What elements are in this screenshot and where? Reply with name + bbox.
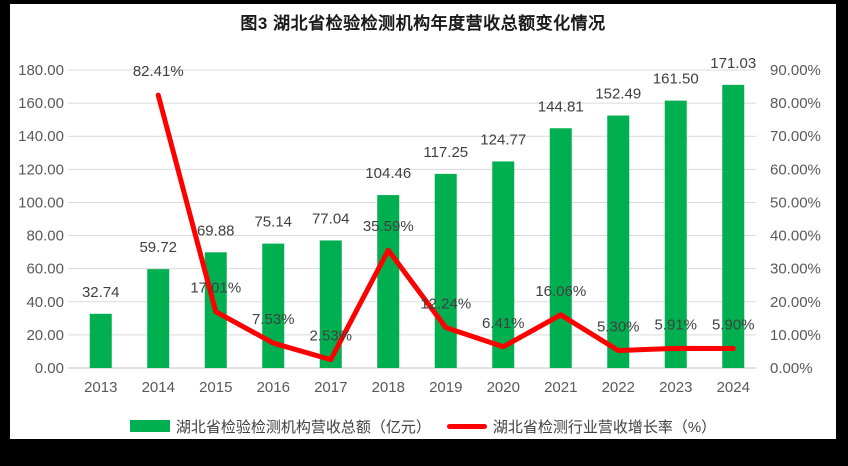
x-axis-tick-label: 2021 [544,379,577,396]
y-axis-left-tick-label: 140.00 [18,128,64,145]
revenue-bar [549,128,572,368]
bar-value-label: 32.74 [82,284,120,301]
chart-canvas: 图3 湖北省检验检测机构年度营收总额变化情况 0.00 0.00% 20.00 10.… [10,4,836,439]
bar-value-label: 69.88 [197,222,235,239]
y-axis-left-tick-label: 100.00 [18,194,64,211]
y-axis-right-tick-label: 50.00% [770,194,821,211]
growth-value-label: 6.41% [482,315,525,332]
x-axis-tick-label: 2019 [429,379,462,396]
growth-value-label: 5.91% [654,316,697,333]
growth-value-label: 5.90% [712,316,755,333]
revenue-bar [607,115,630,368]
x-axis-tick-label: 2023 [659,379,692,396]
growth-value-label: 82.41% [133,63,184,80]
bar-value-label: 77.04 [312,210,350,227]
legend-item-growth: 湖北省检测行业营收增长率（%） [446,416,717,437]
y-axis-left-tick-label: 160.00 [18,95,64,112]
legend-line-swatch [446,423,487,429]
revenue-bar [434,173,457,368]
x-axis-tick-label: 2024 [717,379,750,396]
bar-value-label: 152.49 [595,86,641,103]
legend-item-revenue: 湖北省检验检测机构营收总额（亿元） [129,416,431,437]
y-axis-right-tick-label: 10.00% [770,327,821,344]
growth-value-label: 35.59% [363,218,414,235]
bar-value-label: 144.81 [538,98,584,115]
y-axis-left-tick-label: 120.00 [18,161,64,178]
legend-label-revenue: 湖北省检验检测机构营收总额（亿元） [175,418,431,436]
y-axis-left-tick-label: 80.00 [26,228,64,245]
growth-value-label: 12.24% [420,295,471,312]
revenue-bar [377,195,400,368]
growth-value-label: 16.06% [535,283,586,300]
x-axis-tick-label: 2017 [314,379,347,396]
y-axis-right-tick-label: 30.00% [770,261,821,278]
bar-value-label: 104.46 [365,165,411,182]
legend-bar-swatch [129,420,170,432]
y-axis-left-tick-label: 40.00 [26,294,64,311]
x-axis-tick-label: 2018 [372,379,405,396]
revenue-bar [262,243,285,368]
bar-value-label: 75.14 [254,214,292,231]
growth-line [155,92,736,363]
y-axis-left-tick-label: 0.00 [35,360,64,377]
y-axis-right-tick-label: 70.00% [770,128,821,145]
y-axis-right-tick-label: 80.00% [770,95,821,112]
revenue-bar [664,100,687,368]
y-axis-right-tick-label: 60.00% [770,161,821,178]
bar-value-label: 124.77 [480,131,526,148]
combo-chart: 0.00 0.00% 20.00 10.00% 40.00 20.00% 60.00 30.0… [18,55,821,396]
revenue-bar [147,269,170,368]
x-axis-tick-label: 2014 [142,379,175,396]
bar-value-label: 117.25 [423,144,468,161]
revenue-bar [319,240,342,368]
x-axis-tick-label: 2015 [199,379,232,396]
y-axis-left-tick-label: 60.00 [26,261,64,278]
bar-value-label: 171.03 [710,55,756,72]
y-axis-right-tick-label: 20.00% [770,294,821,311]
x-axis-tick-label: 2013 [84,379,117,396]
chart-legend: 湖北省检验检测机构营收总额（亿元） 湖北省检测行业营收增长率（%） [10,414,836,438]
revenue-bar [89,313,112,368]
y-axis-left-tick-label: 20.00 [26,327,64,344]
growth-value-label: 2.53% [309,328,352,345]
y-axis-right-tick-label: 40.00% [770,228,821,245]
y-axis-right-tick-label: 90.00% [770,62,821,79]
growth-value-label: 17.01% [190,280,241,297]
growth-value-label: 7.53% [252,311,295,328]
x-axis-tick-label: 2020 [487,379,520,396]
bar-value-label: 59.72 [139,239,177,256]
y-axis-left-tick-label: 180.00 [18,62,64,79]
chart-title: 图3 湖北省检验检测机构年度营收总额变化情况 [240,14,606,33]
growth-value-label: 5.30% [597,318,640,335]
bar-value-label: 161.50 [653,71,699,88]
x-axis-tick-label: 2016 [257,379,290,396]
x-axis-tick-label: 2022 [602,379,635,396]
revenue-bar [492,161,515,368]
y-axis-right-tick-label: 0.00% [770,360,813,377]
legend-label-growth: 湖北省检测行业营收增长率（%） [492,418,717,436]
revenue-bar [722,84,745,368]
